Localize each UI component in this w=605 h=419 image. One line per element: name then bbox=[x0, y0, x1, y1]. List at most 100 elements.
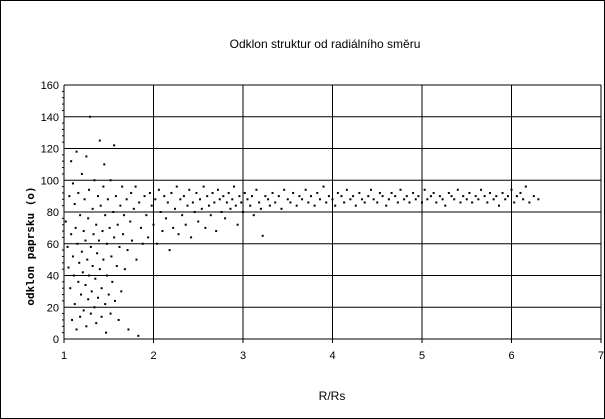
data-point bbox=[215, 230, 218, 233]
data-point bbox=[87, 298, 90, 301]
data-point bbox=[394, 195, 397, 198]
y-tick-label: 140 bbox=[41, 112, 59, 124]
data-point bbox=[177, 233, 180, 236]
data-point bbox=[414, 198, 417, 201]
data-point bbox=[79, 214, 82, 217]
data-point bbox=[129, 220, 132, 223]
data-point bbox=[361, 198, 364, 201]
data-point bbox=[301, 198, 304, 201]
data-point bbox=[71, 255, 74, 258]
data-point bbox=[231, 198, 234, 201]
data-point bbox=[515, 195, 518, 198]
data-point bbox=[78, 261, 81, 264]
data-point bbox=[307, 201, 310, 204]
data-point bbox=[181, 214, 184, 217]
data-point bbox=[193, 211, 196, 213]
data-point bbox=[318, 198, 321, 201]
data-point bbox=[105, 331, 108, 334]
data-point bbox=[216, 188, 219, 191]
data-point bbox=[462, 195, 465, 198]
y-tick-label: 80 bbox=[47, 207, 59, 219]
data-point bbox=[92, 233, 95, 236]
data-point bbox=[115, 264, 118, 267]
data-point bbox=[277, 195, 280, 198]
data-point bbox=[95, 223, 98, 226]
x-axis-label: R/Rs bbox=[319, 389, 346, 403]
data-point bbox=[81, 271, 84, 274]
data-point bbox=[96, 252, 99, 255]
data-point bbox=[243, 191, 246, 194]
data-point bbox=[107, 293, 110, 296]
data-point bbox=[120, 290, 123, 293]
data-point bbox=[426, 198, 429, 201]
data-point bbox=[209, 214, 212, 217]
data-point bbox=[93, 179, 96, 182]
data-point bbox=[227, 191, 230, 194]
data-point bbox=[175, 185, 178, 188]
data-point bbox=[67, 266, 70, 269]
data-point bbox=[154, 198, 157, 201]
data-point bbox=[150, 204, 153, 207]
data-point bbox=[72, 274, 75, 277]
data-point bbox=[111, 280, 114, 283]
data-point bbox=[145, 214, 148, 217]
data-point bbox=[447, 191, 450, 194]
data-point bbox=[258, 201, 261, 204]
data-point bbox=[412, 191, 415, 194]
data-point bbox=[211, 191, 214, 194]
data-point bbox=[349, 198, 352, 201]
data-point bbox=[310, 195, 313, 198]
data-point bbox=[352, 195, 355, 198]
data-point bbox=[486, 201, 489, 204]
data-point bbox=[101, 230, 104, 233]
data-point bbox=[280, 207, 283, 210]
y-tick-label: 40 bbox=[47, 271, 59, 283]
data-points bbox=[64, 115, 540, 337]
data-point bbox=[100, 287, 103, 290]
data-point bbox=[104, 303, 107, 306]
data-point bbox=[252, 214, 255, 217]
data-point bbox=[405, 195, 408, 198]
y-axis-label: odklon paprsku (o) bbox=[24, 186, 37, 305]
data-point bbox=[90, 290, 93, 293]
data-point bbox=[432, 191, 435, 194]
data-point bbox=[220, 211, 223, 213]
data-point bbox=[274, 201, 277, 204]
data-point bbox=[135, 258, 138, 261]
data-point bbox=[97, 296, 100, 299]
data-point bbox=[238, 195, 241, 198]
data-point bbox=[75, 150, 78, 153]
data-point bbox=[468, 191, 471, 194]
data-point bbox=[204, 226, 207, 229]
data-point bbox=[105, 274, 108, 277]
data-point bbox=[331, 198, 334, 201]
data-point bbox=[403, 198, 406, 201]
data-point bbox=[336, 191, 339, 194]
data-point bbox=[137, 334, 140, 337]
data-point bbox=[82, 309, 85, 312]
data-point bbox=[381, 195, 384, 198]
data-point bbox=[85, 155, 88, 158]
data-point bbox=[459, 201, 462, 204]
data-point bbox=[497, 204, 500, 207]
data-point bbox=[363, 201, 366, 204]
data-point bbox=[152, 223, 155, 226]
data-point bbox=[168, 249, 171, 252]
y-tick-label: 100 bbox=[41, 175, 59, 187]
x-tick-label: 1 bbox=[61, 350, 67, 362]
data-point bbox=[184, 223, 187, 226]
data-point bbox=[229, 207, 232, 210]
data-point bbox=[246, 198, 249, 201]
data-point bbox=[524, 185, 527, 188]
data-point bbox=[213, 201, 216, 204]
data-point bbox=[88, 115, 91, 118]
data-point bbox=[261, 234, 264, 237]
x-tick-label: 3 bbox=[240, 350, 246, 362]
data-point bbox=[112, 211, 115, 213]
data-point bbox=[94, 277, 97, 280]
data-point bbox=[354, 204, 357, 207]
data-point bbox=[95, 322, 98, 325]
data-point bbox=[106, 198, 109, 201]
data-point bbox=[73, 203, 76, 206]
data-point bbox=[179, 198, 182, 201]
